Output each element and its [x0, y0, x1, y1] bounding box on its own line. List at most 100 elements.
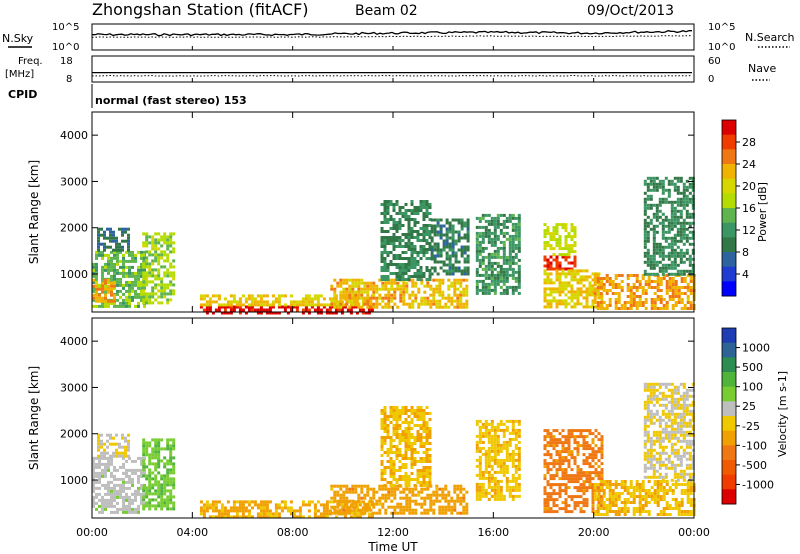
heatmap-cell — [157, 483, 161, 487]
heatmap-cell — [643, 251, 647, 255]
heatmap-cell — [493, 276, 497, 280]
heatmap-cell — [517, 455, 521, 459]
heatmap-cell — [646, 233, 650, 237]
heatmap-cell — [113, 486, 116, 490]
heatmap-cell — [274, 509, 278, 513]
heatmap-cell — [348, 511, 352, 515]
heatmap-cell — [585, 447, 589, 451]
heatmap-cell — [599, 501, 603, 504]
heatmap-cell — [511, 225, 515, 229]
heatmap-cell — [652, 263, 656, 267]
heatmap-cell — [298, 509, 302, 513]
heatmap-cell — [416, 263, 420, 266]
heatmap-cell — [386, 200, 390, 203]
heatmap-cell — [662, 489, 666, 492]
heatmap-cell — [649, 418, 653, 422]
heatmap-cell — [420, 496, 424, 500]
heatmap-cell — [121, 230, 124, 234]
heatmap-cell — [145, 447, 149, 451]
heatmap-cell — [685, 269, 689, 273]
heatmap-cell — [115, 448, 118, 452]
heatmap-cell — [632, 295, 636, 298]
heatmap-cell — [600, 471, 604, 475]
heatmap-cell — [676, 191, 680, 195]
heatmap-cell — [357, 484, 361, 488]
heatmap-cell — [205, 308, 209, 312]
heatmap-cell — [649, 394, 653, 398]
heatmap-cell — [596, 513, 600, 516]
heatmap-cell — [442, 263, 446, 267]
heatmap-cell — [98, 492, 101, 496]
heatmap-cell — [579, 477, 583, 481]
heatmap-cell — [543, 296, 547, 300]
heatmap-cell — [422, 236, 426, 239]
heatmap-cell — [101, 471, 104, 475]
heatmap-cell — [386, 466, 390, 469]
heatmap-cell — [414, 296, 418, 300]
heatmap-cell — [348, 290, 352, 294]
heatmap-cell — [404, 257, 408, 260]
heatmap-cell — [478, 440, 482, 444]
heatmap-cell — [95, 471, 98, 475]
heatmap-cell — [380, 442, 384, 445]
heatmap-cell — [570, 272, 574, 276]
heatmap-cell — [256, 294, 260, 298]
heatmap-cell — [653, 498, 657, 501]
heatmap-cell — [561, 253, 565, 257]
heatmap-cell — [596, 277, 600, 280]
heatmap-cell — [670, 221, 674, 225]
heatmap-cell — [508, 491, 512, 495]
heatmap-cell — [289, 303, 293, 307]
heatmap-cell — [484, 288, 488, 292]
heatmap-cell — [160, 238, 164, 242]
heatmap-cell — [579, 510, 583, 514]
heatmap-cell — [422, 239, 426, 242]
heatmap-cell — [558, 267, 562, 271]
heatmap-cell — [416, 469, 420, 472]
heatmap-cell — [131, 286, 134, 290]
heatmap-cell — [641, 483, 645, 486]
heatmap-cell — [570, 278, 574, 282]
heatmap-cell — [420, 505, 424, 509]
heatmap-cell — [543, 229, 547, 233]
heatmap-cell — [364, 311, 368, 315]
heatmap-cell — [655, 230, 659, 234]
heatmap-cell — [169, 232, 173, 236]
heatmap-cell — [475, 491, 479, 495]
heatmap-cell — [422, 215, 426, 218]
heatmap-cell — [646, 433, 650, 437]
heatmap-cell — [546, 507, 550, 511]
heatmap-cell — [232, 305, 236, 309]
heatmap-cell — [169, 492, 173, 496]
heatmap-cell — [552, 465, 556, 469]
heatmap-cell — [172, 289, 176, 293]
heatmap-cell — [116, 283, 119, 287]
heatmap-cell — [546, 275, 550, 279]
heatmap-cell — [313, 308, 317, 312]
heatmap-cell — [425, 469, 429, 472]
heatmap-cell — [555, 471, 559, 475]
heatmap-cell — [383, 230, 387, 233]
heatmap-cell — [460, 269, 464, 273]
heatmap-cell — [661, 227, 665, 231]
heatmap-cell — [445, 227, 449, 231]
heatmap-cell — [668, 289, 672, 292]
heatmap-cell — [508, 485, 512, 489]
heatmap-cell — [478, 491, 482, 495]
heatmap-cell — [602, 492, 606, 495]
heatmap-cell — [107, 299, 110, 303]
heatmap-cell — [241, 500, 245, 504]
heatmap-cell — [490, 440, 494, 444]
heatmap-cell — [517, 219, 521, 223]
heatmap-cell — [407, 478, 411, 481]
heatmap-cell — [573, 456, 577, 460]
heatmap-cell — [95, 262, 98, 266]
heatmap-cell — [425, 257, 429, 260]
heatmap-cell — [496, 213, 500, 217]
heatmap-cell — [641, 510, 645, 513]
heatmap-cell — [441, 290, 445, 294]
heatmap-cell — [502, 282, 506, 286]
heatmap-cell — [643, 421, 647, 425]
heatmap-cell — [564, 486, 568, 490]
heatmap-cell — [259, 506, 263, 510]
